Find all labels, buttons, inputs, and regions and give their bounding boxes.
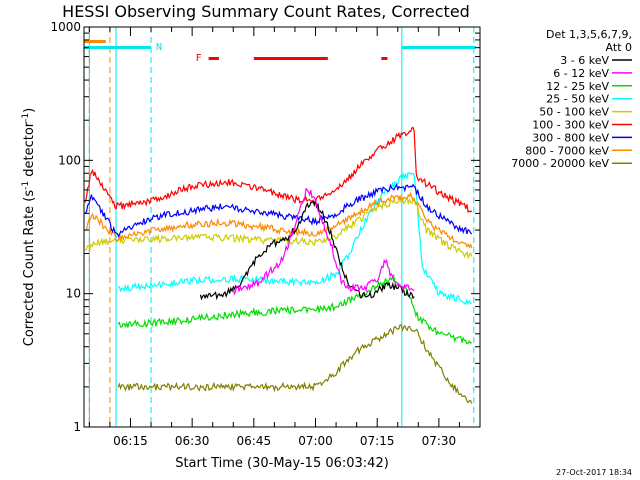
x-tick-label: 06:15 xyxy=(113,434,148,448)
x-tick-label: 07:15 xyxy=(360,434,395,448)
footer-timestamp: 27-Oct-2017 18:34 xyxy=(556,468,632,477)
series-line xyxy=(199,200,415,301)
series-line xyxy=(84,183,473,238)
series-line xyxy=(84,126,473,214)
flag-layer: S N F xyxy=(74,27,476,427)
legend-entry-label: 6 - 12 keV xyxy=(553,67,609,80)
series-line xyxy=(117,273,473,345)
y-axis-label-sup2: -1 xyxy=(21,113,31,122)
y-axis-label-end: ) xyxy=(22,108,37,113)
x-axis: 06:15 06:30 06:45 07:00 07:15 07:30 xyxy=(88,27,481,448)
legend-entry-label: 12 - 25 keV xyxy=(546,80,609,93)
legend-entry-label: 25 - 50 keV xyxy=(546,93,609,106)
series-line xyxy=(85,191,473,249)
plot-frame xyxy=(83,26,481,428)
x-tick-label: 07:30 xyxy=(422,434,457,448)
flare-interval-bar xyxy=(208,57,219,60)
x-tick-label: 06:45 xyxy=(237,434,272,448)
series-layer xyxy=(84,126,473,404)
legend-entry-label: 3 - 6 keV xyxy=(560,54,609,67)
y-tick-label: 1000 xyxy=(50,20,81,34)
y-tick-label: 10 xyxy=(66,287,81,301)
night-interval-bar xyxy=(401,46,476,49)
y-tick-label: 1 xyxy=(73,420,81,434)
x-tick-label: 06:30 xyxy=(175,434,210,448)
legend-header-attenuator: Att 0 xyxy=(606,41,632,54)
legend-entry-label: 300 - 800 keV xyxy=(532,131,609,144)
y-axis-label: Corrected Count Rate (s-1 detector-1) xyxy=(21,108,37,346)
y-tick-label: 100 xyxy=(58,153,81,167)
series-line xyxy=(84,196,473,260)
night-flag-label: N xyxy=(156,42,162,53)
series-line xyxy=(117,324,473,404)
y-axis-label-mid: detector xyxy=(22,121,37,181)
legend-entry-label: 100 - 300 keV xyxy=(532,119,609,132)
night-interval-bar xyxy=(84,46,152,49)
series-line xyxy=(232,187,415,296)
y-axis-label-sup1: -1 xyxy=(21,181,31,190)
legend-header-detectors: Det 1,3,5,6,7,9, xyxy=(546,28,632,41)
legend-entry-label: 50 - 100 keV xyxy=(539,106,609,119)
saa-interval-bar xyxy=(84,40,106,43)
flare-interval-bar xyxy=(381,57,388,60)
saa-flag-label: S xyxy=(74,36,80,47)
chart-title: HESSI Observing Summary Count Rates, Cor… xyxy=(62,2,470,21)
x-tick-label: 07:00 xyxy=(298,434,333,448)
flare-interval-bar xyxy=(253,57,328,60)
series-line xyxy=(117,172,472,306)
y-axis: 1 10 100 1000 xyxy=(50,20,480,434)
legend-entry-label: 800 - 7000 keV xyxy=(525,144,609,157)
y-axis-label-main: Corrected Count Rate (s xyxy=(22,190,37,347)
flare-flag-label: F xyxy=(196,53,202,64)
legend-entry-label: 7000 - 20000 keV xyxy=(511,157,609,170)
x-axis-label: Start Time (30-May-15 06:03:42) xyxy=(175,456,389,471)
